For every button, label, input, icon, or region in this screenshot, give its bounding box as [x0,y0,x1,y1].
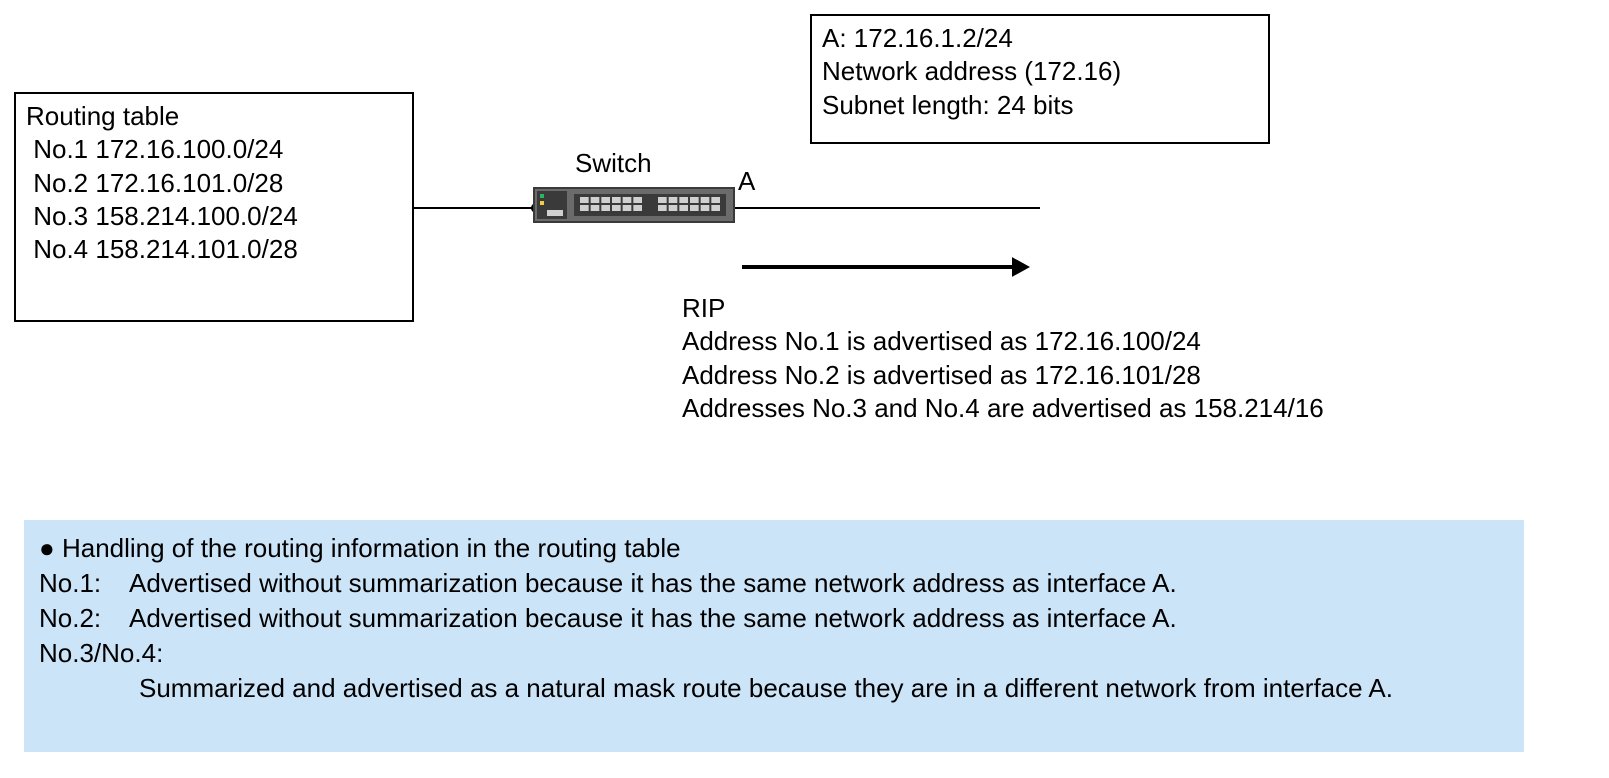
diagram-canvas: Routing table No.1 172.16.100.0/24 No.2 … [0,0,1609,778]
explanation-row: No.1: Advertised without summarization b… [39,566,1509,601]
routing-table-box: Routing table No.1 172.16.100.0/24 No.2 … [14,92,414,322]
explanation-value: Advertised without summarization because… [129,566,1509,601]
interface-a-label: A [738,166,755,197]
rip-block: RIP Address No.1 is advertised as 172.16… [682,292,1324,425]
routing-table-entry: No.4 158.214.101.0/28 [26,233,402,266]
interface-a-box: A: 172.16.1.2/24 Network address (172.16… [810,14,1270,144]
rip-title: RIP [682,292,1324,325]
interface-a-line: A: 172.16.1.2/24 [822,22,1258,55]
explanation-title-text: Handling of the routing information in t… [62,533,681,563]
rip-line: Addresses No.3 and No.4 are advertised a… [682,392,1324,425]
explanation-key: No.2: [39,601,129,636]
explanation-value: Advertised without summarization because… [129,601,1509,636]
routing-table-entry: No.1 172.16.100.0/24 [26,133,402,166]
rip-line: Address No.1 is advertised as 172.16.100… [682,325,1324,358]
routing-table-title: Routing table [26,100,402,133]
explanation-box: ● Handling of the routing information in… [24,520,1524,752]
explanation-row: No.2: Advertised without summarization b… [39,601,1509,636]
switch-label: Switch [575,148,652,179]
explanation-row34-value: Summarized and advertised as a natural m… [139,671,1509,706]
interface-a-line: Subnet length: 24 bits [822,89,1258,122]
explanation-row34-key: No.3/No.4: [39,636,1509,671]
explanation-key: No.1: [39,566,129,601]
explanation-title: ● Handling of the routing information in… [39,531,1509,566]
routing-table-entry: No.3 158.214.100.0/24 [26,200,402,233]
interface-a-line: Network address (172.16) [822,55,1258,88]
routing-table-entry: No.2 172.16.101.0/28 [26,167,402,200]
rip-line: Address No.2 is advertised as 172.16.101… [682,359,1324,392]
